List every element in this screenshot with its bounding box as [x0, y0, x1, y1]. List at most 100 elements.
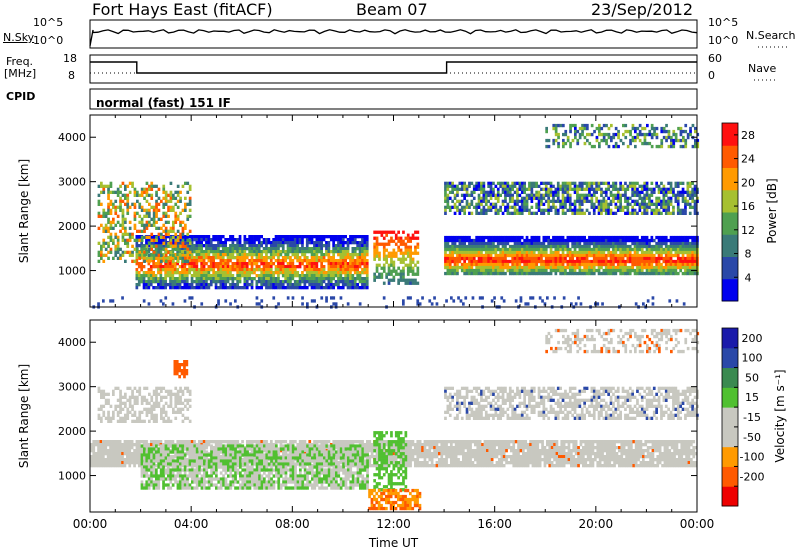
echo-cell — [459, 299, 463, 303]
echo-cell — [525, 202, 529, 206]
echo-cell — [542, 187, 546, 191]
echo-cell — [604, 253, 608, 258]
echo-cell — [157, 253, 161, 257]
echo-cell — [592, 181, 596, 185]
echo-cell — [592, 187, 596, 191]
echo-cell — [126, 452, 129, 456]
echo-cell — [547, 235, 550, 240]
echo-cell — [566, 253, 570, 258]
power-band-upper — [444, 181, 699, 215]
echo-cell — [554, 132, 558, 137]
echo-cell — [574, 135, 577, 140]
echo-cell — [361, 247, 364, 251]
echo-cell — [475, 238, 478, 243]
echo-cell — [107, 208, 110, 212]
echo-cell — [157, 443, 160, 447]
echo-cell — [116, 452, 120, 456]
echo-cell — [404, 257, 408, 261]
echo-cell — [315, 238, 319, 242]
echo-cell — [669, 241, 673, 246]
echo-cell — [166, 443, 170, 447]
echo-cell — [248, 241, 251, 245]
echo-cell — [528, 253, 531, 258]
echo-cell — [380, 242, 384, 246]
echo-cell — [501, 265, 505, 270]
echo-cell — [161, 286, 165, 290]
echo-cell — [489, 208, 493, 212]
echo-cell — [546, 296, 549, 300]
echo-cell — [351, 286, 355, 290]
echo-cell — [375, 236, 379, 240]
echo-cell — [529, 296, 532, 300]
echo-cell — [143, 235, 146, 239]
echo-cell — [528, 184, 531, 188]
echo-cell — [542, 268, 546, 273]
echo-cell — [544, 250, 548, 255]
echo-cell — [171, 286, 175, 290]
echo-cell — [107, 226, 110, 230]
echo-cell — [291, 271, 295, 275]
echo-cell — [691, 271, 694, 276]
echo-cell — [614, 271, 618, 276]
echo-cell — [602, 253, 606, 258]
echo-cell — [296, 286, 299, 290]
echo-cell — [444, 208, 447, 212]
echo-cell — [167, 193, 170, 197]
echo-cell — [274, 277, 278, 281]
echo-cell — [633, 193, 637, 197]
echo-cell — [260, 244, 263, 248]
echo-cell — [564, 205, 567, 209]
echo-cell — [102, 299, 105, 303]
echo-cell — [313, 256, 316, 260]
echo-cell — [245, 238, 249, 242]
echo-cell — [351, 259, 355, 263]
echo-cell — [456, 268, 459, 273]
echo-cell — [523, 253, 526, 258]
echo-cell — [186, 232, 190, 236]
echo-cell — [337, 265, 340, 269]
echo-cell — [460, 241, 464, 246]
echo-cell — [598, 123, 601, 128]
echo-cell — [147, 277, 151, 281]
echo-cell — [516, 265, 519, 270]
echo-cell — [681, 241, 685, 246]
echo-cell — [458, 250, 462, 255]
echo-cell — [406, 266, 410, 270]
echo-cell — [622, 123, 625, 128]
echo-cell — [504, 247, 507, 252]
echo-cell — [643, 265, 646, 270]
echo-cell — [682, 135, 685, 140]
echo-cell — [472, 259, 476, 264]
echo-cell — [638, 271, 642, 276]
echo-cell — [477, 181, 481, 185]
echo-cell — [303, 247, 307, 251]
echo-cell — [90, 461, 93, 465]
echo-cell — [477, 238, 481, 243]
echo-cell — [470, 241, 474, 246]
echo-cell — [684, 141, 688, 146]
echo-cell — [465, 187, 469, 191]
echo-cell — [138, 440, 141, 444]
echo-cell — [580, 271, 584, 276]
echo-cell — [657, 268, 661, 273]
echo-cell — [143, 190, 146, 194]
echo-cell — [289, 277, 292, 281]
echo-cell — [277, 265, 280, 269]
echo-cell — [298, 250, 302, 254]
echo-cell — [212, 244, 215, 248]
echo-cell — [444, 253, 447, 258]
echo-cell — [520, 184, 524, 188]
echo-cell — [154, 280, 158, 284]
echo-cell — [298, 256, 302, 260]
echo-cell — [523, 181, 526, 185]
echo-cell — [650, 238, 654, 243]
echo-cell — [219, 271, 223, 275]
echo-cell — [672, 190, 675, 194]
echo-cell — [556, 259, 560, 264]
echo-cell — [610, 138, 613, 143]
echo-cell — [552, 205, 555, 209]
echo-cell — [397, 236, 400, 240]
echo-cell — [116, 238, 120, 242]
echo-cell — [135, 286, 139, 290]
echo-cell — [320, 259, 323, 263]
